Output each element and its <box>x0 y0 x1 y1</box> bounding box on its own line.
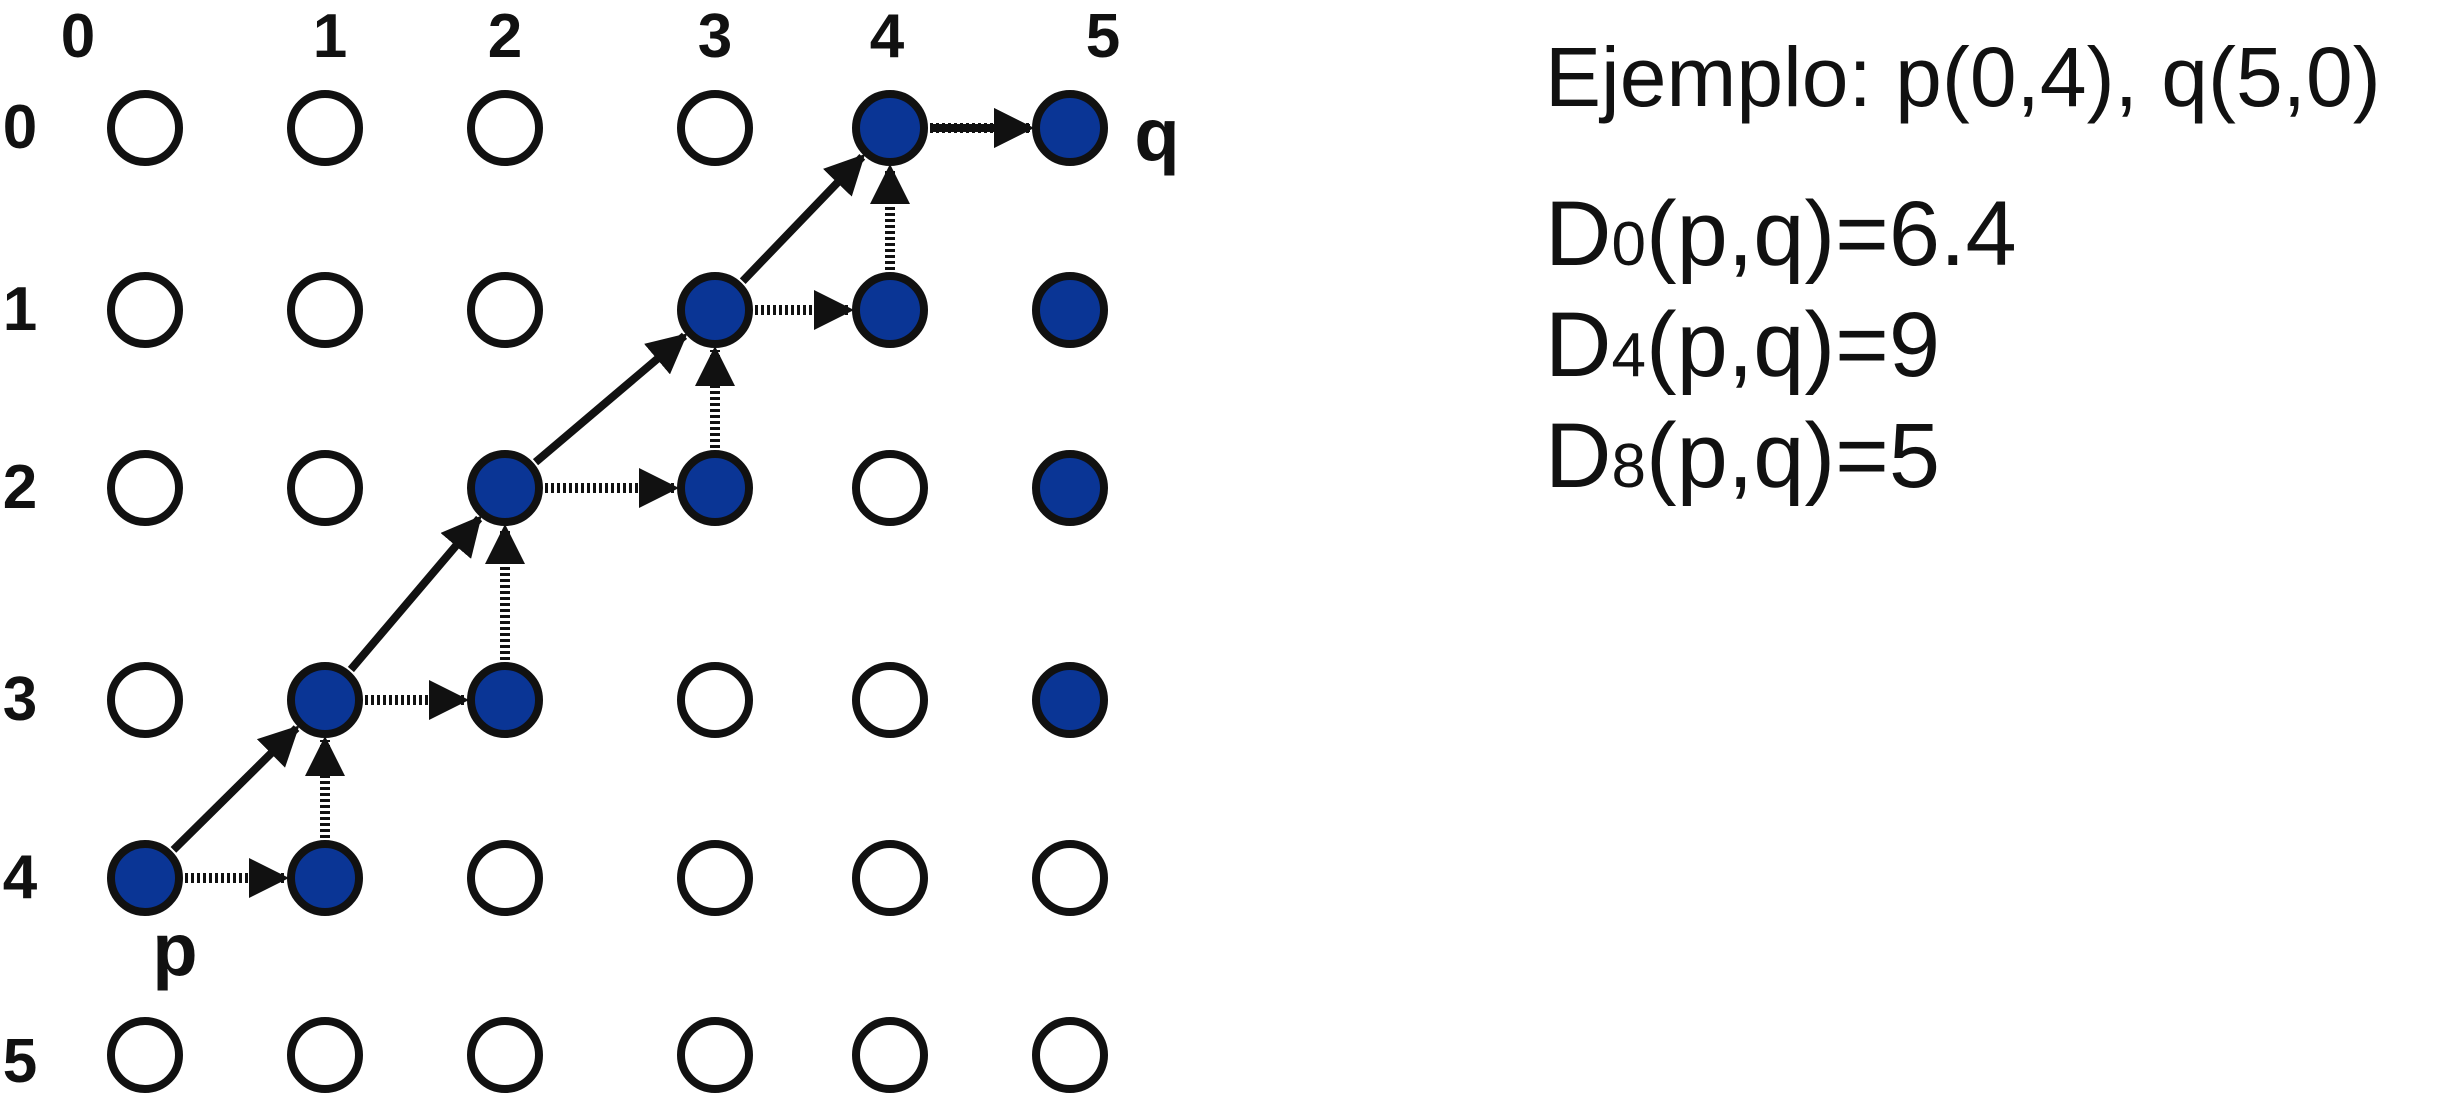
path-arrows <box>170 108 1034 898</box>
pixel-node-filled <box>1032 272 1108 348</box>
path-arrow-solid <box>170 725 300 853</box>
column-label: 0 <box>61 2 95 71</box>
pixel-node-empty <box>467 272 543 348</box>
pixel-node-empty <box>107 90 183 166</box>
pixel-node-filled <box>1032 450 1108 526</box>
row-label: 5 <box>3 1027 37 1096</box>
distance-d8: D8(p,q)=5 <box>1545 405 1940 507</box>
pixel-node-empty <box>1032 840 1108 916</box>
row-label: 4 <box>3 843 38 912</box>
column-label: 3 <box>698 2 732 71</box>
pixel-node-empty <box>287 272 363 348</box>
column-label: 2 <box>488 2 522 71</box>
row-label: 0 <box>3 93 37 162</box>
pixel-node-empty <box>677 840 753 916</box>
info-panel: Ejemplo: p(0,4), q(5,0) D0(p,q)=6.4 D4(p… <box>1545 22 2381 517</box>
pixel-node-filled <box>1032 662 1108 738</box>
row-label: 1 <box>3 275 37 344</box>
pixel-node-empty <box>852 662 928 738</box>
pixel-node-empty <box>852 840 928 916</box>
path-arrow-solid <box>532 332 688 466</box>
pixel-node-empty <box>852 450 928 526</box>
pixel-node-empty <box>852 1017 928 1093</box>
distance-subscript: 8 <box>1611 432 1646 501</box>
pixel-node-empty <box>1032 1017 1108 1093</box>
point-label-p: p <box>152 908 197 991</box>
point-label-q: q <box>1134 93 1179 176</box>
pixel-node-filled <box>852 272 928 348</box>
row-label: 3 <box>3 665 37 734</box>
column-label: 4 <box>870 2 905 71</box>
pixel-node-filled <box>467 662 543 738</box>
pixel-node-empty <box>467 1017 543 1093</box>
pixel-node-empty <box>107 1017 183 1093</box>
pixel-node-empty <box>287 90 363 166</box>
pixel-node-empty <box>107 272 183 348</box>
row-label: 2 <box>3 453 37 522</box>
column-label: 5 <box>1086 2 1120 71</box>
path-arrow-solid <box>347 515 483 673</box>
example-text: Ejemplo: p(0,4), q(5,0) <box>1545 30 2381 124</box>
pixel-node-filled <box>287 662 363 738</box>
column-labels: 0 1 2 3 4 5 <box>61 2 1120 71</box>
pixel-node-empty <box>107 662 183 738</box>
point-labels: pq <box>152 93 1179 991</box>
pixel-node-filled <box>467 450 543 526</box>
column-label: 1 <box>313 2 347 71</box>
pixel-node-filled <box>107 840 183 916</box>
pixel-node-empty <box>467 90 543 166</box>
pixel-node-empty <box>107 450 183 526</box>
pixel-node-empty <box>677 662 753 738</box>
grid-nodes <box>107 90 1108 1093</box>
distance-d4: D4(p,q)=9 <box>1545 294 1940 396</box>
pixel-node-empty <box>677 90 753 166</box>
pixel-node-filled <box>852 90 928 166</box>
distance-subscript: 4 <box>1611 321 1646 390</box>
pixel-node-empty <box>467 840 543 916</box>
pixel-node-filled <box>677 272 753 348</box>
pixel-node-empty <box>287 1017 363 1093</box>
distance-list: D0(p,q)=6.4 D4(p,q)=9 D8(p,q)=5 <box>1545 184 2381 517</box>
distance-d0: D0(p,q)=6.4 <box>1545 183 2017 285</box>
row-labels: 0 1 2 3 4 5 <box>3 93 38 1096</box>
pixel-node-empty <box>677 1017 753 1093</box>
pixel-node-filled <box>287 840 363 916</box>
path-arrow-solid <box>739 153 866 284</box>
pixel-node-filled <box>1032 90 1108 166</box>
pixel-node-empty <box>287 450 363 526</box>
distance-subscript: 0 <box>1611 210 1646 279</box>
pixel-node-filled <box>677 450 753 526</box>
